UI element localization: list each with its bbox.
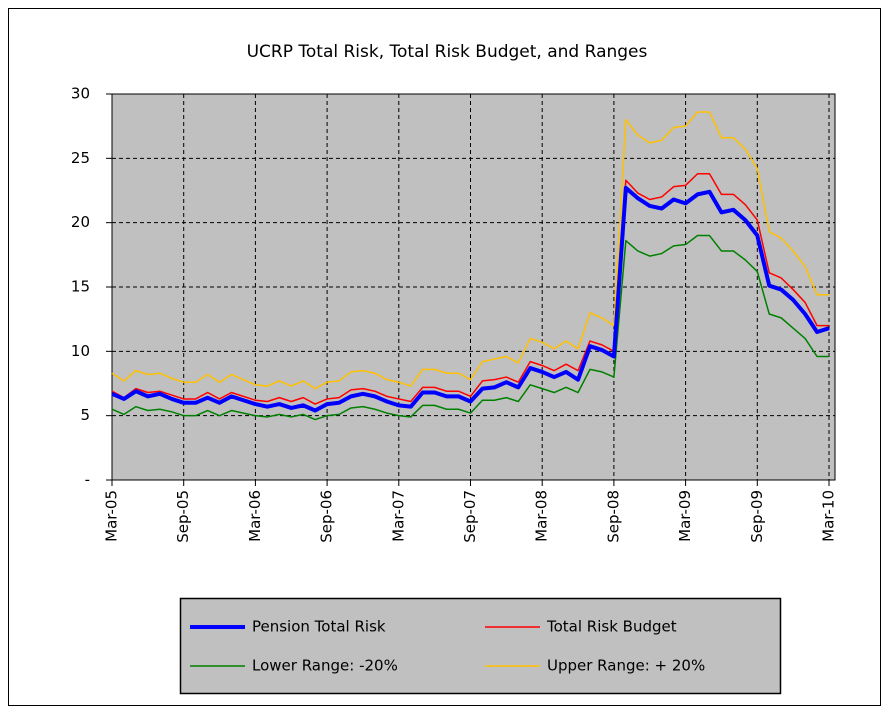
series-line [111,234,829,421]
series-line [111,111,829,390]
legend-label: Lower Range: -20% [252,657,398,675]
legend [179,597,782,695]
series-line [111,185,830,413]
y-tick-label: - [85,471,90,489]
x-tick-label: Sep-08 [604,490,622,543]
x-tick-label: Mar-07 [389,490,407,542]
x-tick-label: Sep-05 [174,490,192,543]
y-tick-label: 30 [71,85,90,103]
series-line [111,173,829,405]
x-tick-label: Sep-09 [748,490,766,543]
y-tick-label: 10 [71,342,90,360]
y-tick-label: 20 [71,213,90,231]
x-tick-label: Mar-08 [533,490,551,542]
legend-label: Total Risk Budget [546,618,677,636]
y-tick-label: 15 [71,278,90,296]
y-tick-label: 25 [71,149,90,167]
legend-label: Upper Range: + 20% [547,657,705,675]
x-tick-label: Sep-07 [461,490,479,543]
x-tick-label: Sep-06 [318,490,336,543]
chart-title: UCRP Total Risk, Total Risk Budget, and … [247,42,648,62]
x-tick-label: Mar-06 [246,490,264,542]
x-tick-label: Mar-09 [676,490,694,542]
y-tick-label: 5 [80,406,90,424]
x-tick-label: Mar-10 [820,490,838,542]
x-tick-label: Mar-05 [103,490,121,542]
legend-label: Pension Total Risk [252,618,386,636]
